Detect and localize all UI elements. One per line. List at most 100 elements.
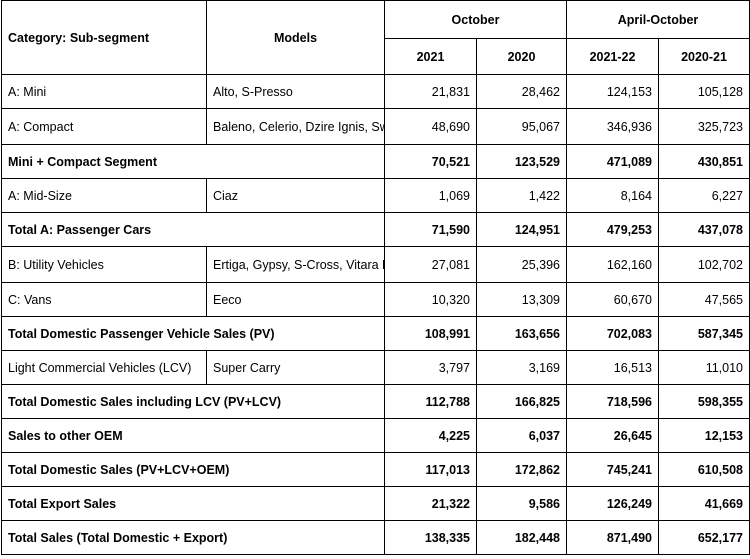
cell-ao-2021-22: 16,513 [566, 350, 659, 385]
table-row: B: Utility Vehicles Ertiga, Gypsy, S-Cro… [1, 246, 750, 283]
cell-oct-2021: 1,069 [384, 178, 477, 213]
cell-oct-2021: 108,991 [384, 316, 477, 351]
cell-ao-2021-22: 60,670 [566, 282, 659, 317]
cell-oct-2021: 138,335 [384, 520, 477, 555]
cell-oct-2020: 6,037 [476, 418, 567, 453]
table-row: A: Mini Alto, S-Presso 21,831 28,462 124… [1, 74, 750, 109]
cell-oct-2021: 3,797 [384, 350, 477, 385]
row-label: Total Sales (Total Domestic + Export) [1, 520, 385, 555]
subtotal-row: Total Domestic Sales including LCV (PV+L… [1, 384, 750, 419]
cell-ao-2020-21: 610,508 [658, 452, 750, 487]
cell-oct-2020: 163,656 [476, 316, 567, 351]
cell-ao-2020-21: 105,128 [658, 74, 750, 109]
cell-oct-2021: 112,788 [384, 384, 477, 419]
cell-ao-2021-22: 8,164 [566, 178, 659, 213]
header-category: Category: Sub-segment [1, 0, 207, 75]
cell-oct-2020: 166,825 [476, 384, 567, 419]
row-label: A: Mini [1, 74, 207, 109]
header-october: October [384, 0, 567, 39]
cell-ao-2020-21: 652,177 [658, 520, 750, 555]
cell-ao-2021-22: 471,089 [566, 144, 659, 179]
header-row-2: 2021 2020 2021-22 2020-21 [2, 38, 750, 75]
cell-ao-2020-21: 437,078 [658, 212, 750, 247]
cell-oct-2020: 25,396 [476, 246, 567, 283]
row-label: Mini + Compact Segment [1, 144, 385, 179]
row-label: Total Domestic Sales (PV+LCV+OEM) [1, 452, 385, 487]
table-row: A: Compact Baleno, Celerio, Dzire Ignis,… [1, 108, 750, 145]
header-oct-2021: 2021 [384, 38, 477, 75]
cell-ao-2021-22: 718,596 [566, 384, 659, 419]
row-label: A: Compact [1, 108, 207, 145]
cell-ao-2021-22: 162,160 [566, 246, 659, 283]
row-label: Sales to other OEM [1, 418, 385, 453]
table-row: A: Mid-Size Ciaz 1,069 1,422 8,164 6,227 [1, 178, 750, 213]
cell-oct-2020: 182,448 [476, 520, 567, 555]
row-label: C: Vans [1, 282, 207, 317]
cell-oct-2021: 48,690 [384, 108, 477, 145]
header-models: Models [206, 0, 385, 75]
cell-oct-2020: 124,951 [476, 212, 567, 247]
cell-oct-2021: 70,521 [384, 144, 477, 179]
subtotal-row: Total Export Sales 21,322 9,586 126,249 … [1, 486, 750, 521]
subtotal-row: Mini + Compact Segment 70,521 123,529 47… [1, 144, 750, 179]
row-label: Total Domestic Sales including LCV (PV+L… [1, 384, 385, 419]
row-label: Total Domestic Passenger Vehicle Sales (… [1, 316, 385, 351]
cell-ao-2020-21: 12,153 [658, 418, 750, 453]
cell-oct-2021: 27,081 [384, 246, 477, 283]
cell-ao-2021-22: 346,936 [566, 108, 659, 145]
cell-oct-2020: 3,169 [476, 350, 567, 385]
cell-ao-2021-22: 126,249 [566, 486, 659, 521]
row-models: Ciaz [206, 178, 385, 213]
subtotal-row: Total A: Passenger Cars 71,590 124,951 4… [1, 212, 750, 247]
cell-oct-2021: 21,831 [384, 74, 477, 109]
subtotal-row: Total Domestic Passenger Vehicle Sales (… [1, 316, 750, 351]
cell-oct-2021: 10,320 [384, 282, 477, 317]
subtotal-row: Total Domestic Sales (PV+LCV+OEM) 117,01… [1, 452, 750, 487]
row-label: Light Commercial Vehicles (LCV) [1, 350, 207, 385]
cell-ao-2021-22: 702,083 [566, 316, 659, 351]
cell-ao-2020-21: 6,227 [658, 178, 750, 213]
cell-ao-2021-22: 124,153 [566, 74, 659, 109]
subtotal-row: Sales to other OEM 4,225 6,037 26,645 12… [1, 418, 750, 453]
cell-ao-2021-22: 479,253 [566, 212, 659, 247]
cell-ao-2021-22: 26,645 [566, 418, 659, 453]
cell-oct-2020: 9,586 [476, 486, 567, 521]
header-april-october: April-October [566, 0, 750, 39]
row-models: Ertiga, Gypsy, S-Cross, Vitara Brezza, X… [206, 246, 385, 283]
row-label: B: Utility Vehicles [1, 246, 207, 283]
cell-oct-2021: 4,225 [384, 418, 477, 453]
cell-ao-2020-21: 430,851 [658, 144, 750, 179]
cell-ao-2021-22: 745,241 [566, 452, 659, 487]
total-row: Total Sales (Total Domestic + Export) 13… [1, 520, 750, 555]
row-models: Eeco [206, 282, 385, 317]
cell-oct-2020: 13,309 [476, 282, 567, 317]
cell-ao-2020-21: 325,723 [658, 108, 750, 145]
cell-ao-2020-21: 41,669 [658, 486, 750, 521]
cell-ao-2020-21: 102,702 [658, 246, 750, 283]
cell-oct-2020: 95,067 [476, 108, 567, 145]
row-label: Total Export Sales [1, 486, 385, 521]
header-oct-2020: 2020 [476, 38, 567, 75]
row-models: Baleno, Celerio, Dzire Ignis, Swift, Tou… [206, 108, 385, 145]
cell-ao-2021-22: 871,490 [566, 520, 659, 555]
header-row-1: Category: Sub-segment Models October Apr… [1, 0, 750, 75]
cell-ao-2020-21: 598,355 [658, 384, 750, 419]
header-ao-2021-22: 2021-22 [566, 38, 659, 75]
table-row: Light Commercial Vehicles (LCV) Super Ca… [1, 350, 750, 385]
cell-oct-2021: 117,013 [384, 452, 477, 487]
cell-oct-2020: 172,862 [476, 452, 567, 487]
cell-oct-2021: 21,322 [384, 486, 477, 521]
cell-ao-2020-21: 587,345 [658, 316, 750, 351]
row-models: Super Carry [206, 350, 385, 385]
row-label: A: Mid-Size [1, 178, 207, 213]
cell-oct-2021: 71,590 [384, 212, 477, 247]
row-label: Total A: Passenger Cars [1, 212, 385, 247]
cell-ao-2020-21: 47,565 [658, 282, 750, 317]
cell-oct-2020: 28,462 [476, 74, 567, 109]
cell-ao-2020-21: 11,010 [658, 350, 750, 385]
cell-oct-2020: 1,422 [476, 178, 567, 213]
row-models: Alto, S-Presso [206, 74, 385, 109]
cell-oct-2020: 123,529 [476, 144, 567, 179]
table-row: C: Vans Eeco 10,320 13,309 60,670 47,565 [1, 282, 750, 317]
